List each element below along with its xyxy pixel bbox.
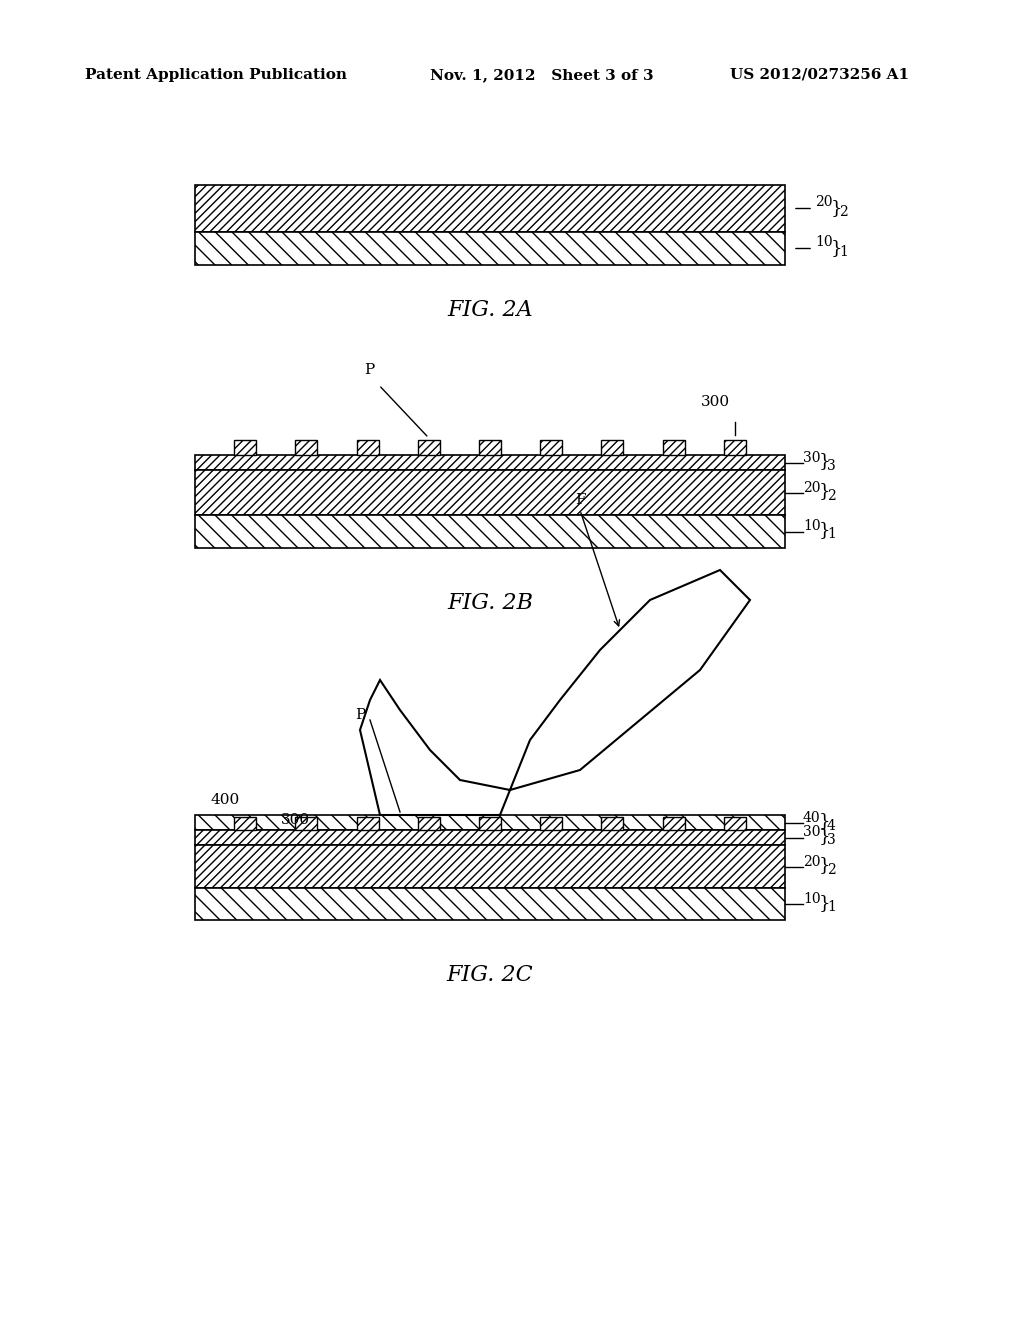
Text: US 2012/0273256 A1: US 2012/0273256 A1	[730, 69, 909, 82]
Bar	[195, 515, 785, 548]
Text: P: P	[355, 708, 366, 722]
Bar	[356, 440, 379, 455]
Bar	[195, 470, 785, 515]
Bar	[195, 830, 785, 845]
Text: 1: 1	[827, 528, 836, 541]
Text: }: }	[819, 453, 830, 470]
Bar	[195, 232, 785, 265]
PathPatch shape	[360, 570, 750, 814]
Text: 30: 30	[803, 825, 820, 840]
Bar	[541, 817, 562, 830]
Bar	[418, 817, 439, 830]
Text: }: }	[819, 521, 830, 540]
Bar	[479, 440, 501, 455]
Bar	[663, 817, 685, 830]
Bar	[195, 888, 785, 920]
Bar	[601, 440, 624, 455]
Text: }: }	[819, 813, 830, 830]
Text: }: }	[831, 239, 843, 257]
Bar	[724, 440, 745, 455]
Text: 300: 300	[700, 395, 729, 409]
Text: FIG. 2B: FIG. 2B	[447, 591, 534, 614]
Bar	[295, 440, 317, 455]
Text: 20: 20	[815, 195, 833, 210]
Text: 10: 10	[803, 520, 820, 533]
Text: FIG. 2A: FIG. 2A	[447, 300, 532, 321]
Text: 2: 2	[827, 488, 836, 503]
Text: }: }	[819, 483, 830, 500]
Text: Patent Application Publication: Patent Application Publication	[85, 69, 347, 82]
Bar	[479, 817, 501, 830]
Bar	[724, 817, 745, 830]
Text: 1: 1	[839, 246, 848, 260]
Bar	[663, 440, 685, 455]
Text: 300: 300	[281, 813, 309, 828]
Text: 40: 40	[803, 810, 820, 825]
Text: 10: 10	[815, 235, 833, 249]
Bar	[195, 185, 785, 232]
Text: 3: 3	[827, 458, 836, 473]
Text: 20: 20	[803, 854, 820, 869]
Bar	[601, 817, 624, 830]
Text: 3: 3	[827, 833, 836, 847]
Text: 30: 30	[803, 450, 820, 465]
Bar	[356, 817, 379, 830]
Text: }: }	[819, 857, 830, 874]
Bar	[234, 440, 256, 455]
Bar	[195, 455, 785, 470]
Bar	[195, 845, 785, 888]
Text: }: }	[831, 199, 843, 218]
Bar	[234, 817, 256, 830]
Bar	[295, 817, 317, 830]
Text: 20: 20	[803, 480, 820, 495]
Bar	[195, 814, 785, 830]
Text: 2: 2	[839, 206, 848, 219]
Text: Nov. 1, 2012   Sheet 3 of 3: Nov. 1, 2012 Sheet 3 of 3	[430, 69, 653, 82]
Text: 2: 2	[827, 862, 836, 876]
Bar	[541, 440, 562, 455]
Text: FIG. 2C: FIG. 2C	[446, 964, 534, 986]
Text: F: F	[574, 492, 586, 507]
Text: P: P	[364, 363, 374, 378]
Text: 400: 400	[210, 793, 240, 807]
Text: }: }	[819, 828, 830, 846]
Bar	[418, 440, 439, 455]
Text: }: }	[819, 894, 830, 912]
Text: 4: 4	[827, 818, 836, 833]
Text: 10: 10	[803, 892, 820, 906]
Text: 1: 1	[827, 900, 836, 913]
